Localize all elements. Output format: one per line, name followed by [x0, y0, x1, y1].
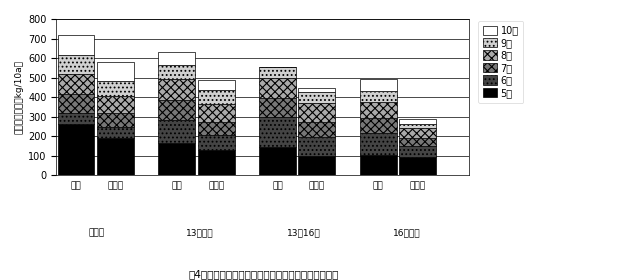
Bar	[159, 143, 195, 175]
Bar	[159, 79, 195, 100]
Bar	[97, 113, 134, 127]
Bar	[198, 135, 234, 150]
Bar	[399, 128, 436, 138]
Bar	[399, 138, 436, 146]
Text: 16度以上: 16度以上	[393, 228, 421, 237]
Bar	[198, 80, 234, 90]
Bar	[399, 157, 436, 175]
Bar	[97, 81, 134, 96]
Text: 13度以下: 13度以下	[186, 228, 214, 237]
Bar	[399, 146, 436, 157]
Bar	[198, 122, 234, 135]
Bar	[259, 98, 296, 117]
Bar	[259, 67, 296, 78]
Bar	[259, 117, 296, 147]
Bar	[58, 94, 95, 113]
Bar	[159, 100, 195, 120]
Y-axis label: 牧草乾物収量（kg/10a）: 牧草乾物収量（kg/10a）	[15, 60, 24, 134]
Bar	[298, 103, 335, 122]
Bar	[198, 150, 234, 175]
Bar	[360, 79, 397, 91]
Text: 図4　地形区分別の牧草乾物収量に対する施肂の効果: 図4 地形区分別の牧草乾物収量に対する施肂の効果	[188, 269, 339, 279]
Bar	[97, 96, 134, 113]
Bar	[198, 104, 234, 122]
Bar	[58, 113, 95, 124]
Bar	[58, 35, 95, 55]
Bar	[97, 138, 134, 175]
Bar	[259, 78, 296, 98]
Bar	[159, 65, 195, 79]
Bar	[159, 120, 195, 143]
Bar	[399, 124, 436, 128]
Bar	[259, 147, 296, 175]
Bar	[97, 62, 134, 81]
Bar	[58, 74, 95, 94]
Text: 13～16度: 13～16度	[287, 228, 320, 237]
Bar	[298, 156, 335, 175]
Bar	[58, 124, 95, 175]
Bar	[159, 52, 195, 65]
Bar	[298, 137, 335, 156]
Bar	[97, 127, 134, 138]
Bar	[198, 90, 234, 104]
Bar	[360, 155, 397, 175]
Bar	[298, 92, 335, 103]
Bar	[298, 122, 335, 137]
Legend: 10月, 9月, 8月, 7月, 6月, 5月: 10月, 9月, 8月, 7月, 6月, 5月	[478, 21, 524, 102]
Bar	[399, 119, 436, 124]
Bar	[360, 118, 397, 133]
Text: 凹　地: 凹 地	[88, 228, 104, 237]
Bar	[58, 55, 95, 74]
Bar	[360, 91, 397, 102]
Bar	[298, 88, 335, 92]
Bar	[360, 102, 397, 118]
Bar	[360, 133, 397, 155]
